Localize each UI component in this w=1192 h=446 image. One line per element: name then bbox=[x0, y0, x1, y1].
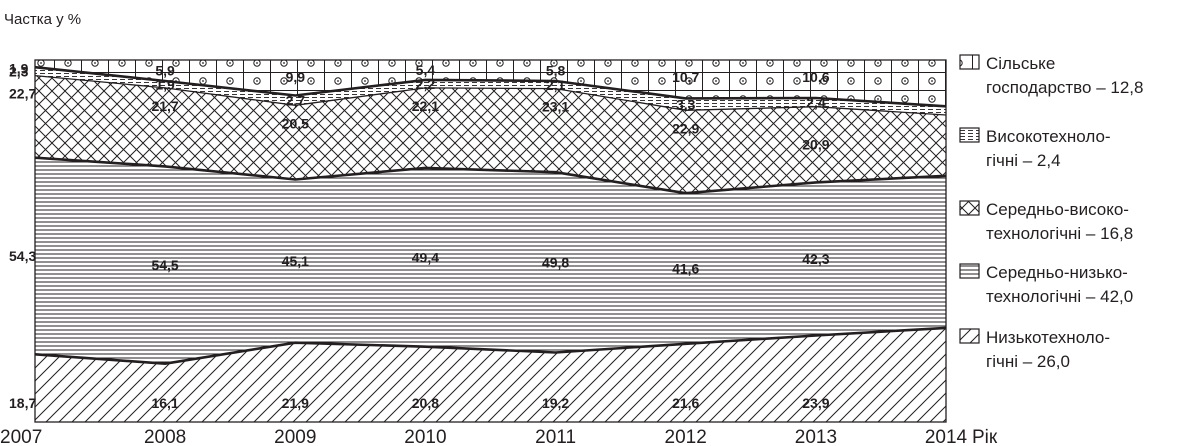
x-tick-2013: 2013 bbox=[795, 427, 837, 446]
legend-label-medhigh: Середньо-високо- bbox=[986, 200, 1129, 219]
data-label-agri-2013: 10,6 bbox=[802, 69, 829, 85]
data-label-medhigh-2007: 22,7 bbox=[9, 86, 36, 102]
data-label-agri-2012: 10,7 bbox=[672, 69, 699, 85]
x-axis-unit: Рік bbox=[972, 427, 998, 446]
data-label-high-2007: 2,3 bbox=[9, 63, 29, 79]
data-label-medlow-2009: 45,1 bbox=[282, 253, 309, 269]
data-label-medhigh-2013: 20,9 bbox=[802, 137, 829, 153]
data-label-agri-2008: 5,9 bbox=[155, 62, 175, 78]
plot-frame bbox=[34, 59, 947, 423]
x-tick-2014: 2014 bbox=[925, 427, 968, 446]
area-high bbox=[35, 67, 946, 115]
data-label-high-2013: 2,4 bbox=[806, 94, 826, 110]
boundary-medlow bbox=[34, 156, 947, 195]
data-label-low-2010: 20,8 bbox=[412, 395, 439, 411]
data-label-high-2010: 2,2 bbox=[416, 76, 436, 92]
area-low bbox=[35, 327, 946, 422]
data-label-medlow-2008: 54,5 bbox=[151, 257, 178, 273]
x-tick-2010: 2010 bbox=[404, 427, 446, 446]
data-label-medhigh-2009: 20,5 bbox=[282, 115, 309, 131]
data-label-agri-2010: 5,4 bbox=[416, 62, 436, 78]
data-label-high-2012: 3,3 bbox=[676, 96, 696, 112]
legend-swatch-low bbox=[959, 328, 980, 344]
legend-item-low: Низькотехноло-гічні – 26,0 bbox=[959, 328, 1110, 371]
legend-item-high: Високотехноло-гічні – 2,4 bbox=[959, 127, 1111, 170]
legend-label-low: гічні – 26,0 bbox=[986, 352, 1070, 371]
legend-label-low: Низькотехноло- bbox=[986, 328, 1110, 347]
data-label-agri-2011: 5,8 bbox=[546, 63, 566, 79]
legend-swatch-high bbox=[959, 127, 980, 143]
legend-label-medhigh: технологічні – 16,8 bbox=[986, 224, 1133, 243]
boundary-low bbox=[34, 326, 947, 366]
x-tick-2007: 2007 bbox=[0, 427, 42, 446]
legend-label-high: гічні – 2,4 bbox=[986, 151, 1061, 170]
boundary-medhigh bbox=[34, 74, 947, 116]
x-tick-2008: 2008 bbox=[144, 427, 186, 446]
legend-swatch-medhigh bbox=[959, 200, 980, 216]
legend-item-medhigh: Середньо-високо-технологічні – 16,8 bbox=[959, 200, 1133, 243]
data-label-medhigh-2010: 22,1 bbox=[412, 98, 439, 114]
data-label-low-2011: 19,2 bbox=[542, 395, 569, 411]
x-tick-2011: 2011 bbox=[535, 427, 576, 446]
legend-item-medlow: Середньо-низько-технологічні – 42,0 bbox=[959, 263, 1133, 306]
data-label-medlow-2010: 49,4 bbox=[412, 249, 439, 265]
legend: Сільське господарство – 12,8 Високотехноло… bbox=[959, 54, 1143, 371]
legend-item-agri: Сільське господарство – 12,8 bbox=[959, 54, 1143, 97]
data-labels: 18,7 16,1 21,9 20,8 19,2 21,6 23,9 54,3 54,5 45,1… bbox=[9, 60, 830, 411]
legend-label-agri: господарство – 12,8 bbox=[986, 78, 1143, 97]
data-label-medhigh-2012: 22,9 bbox=[672, 120, 699, 136]
data-label-medlow-2012: 41,6 bbox=[672, 261, 699, 277]
data-label-low-2009: 21,9 bbox=[282, 395, 309, 411]
legend-label-medlow: Середньо-низько- bbox=[986, 263, 1128, 282]
data-label-medhigh-2008: 21,7 bbox=[151, 98, 178, 114]
data-label-high-2011: 2,1 bbox=[546, 77, 566, 93]
data-label-medlow-2011: 49,8 bbox=[542, 254, 569, 270]
data-label-medhigh-2011: 23,1 bbox=[542, 99, 569, 115]
legend-swatch-medlow bbox=[959, 263, 980, 279]
legend-label-high: Високотехноло- bbox=[986, 127, 1111, 146]
area-agri bbox=[35, 59, 946, 107]
data-label-low-2012: 21,6 bbox=[672, 395, 699, 411]
x-tick-2009: 2009 bbox=[274, 427, 316, 446]
data-label-low-2008: 16,1 bbox=[151, 395, 178, 411]
legend-label-agri: Сільське bbox=[986, 54, 1055, 73]
legend-swatch-agri bbox=[959, 54, 980, 70]
data-label-high-2008: 1,9 bbox=[155, 76, 175, 92]
data-label-low-2007: 18,7 bbox=[9, 395, 36, 411]
area-boundaries bbox=[34, 65, 947, 366]
area-medlow bbox=[35, 157, 946, 364]
data-label-medlow-2013: 42,3 bbox=[802, 251, 829, 267]
y-axis-label: Частка у % bbox=[4, 11, 81, 28]
data-label-agri-2007: 1,9 bbox=[9, 60, 29, 76]
boundary-high bbox=[34, 65, 947, 108]
data-label-high-2009: 2,7 bbox=[286, 92, 306, 108]
x-axis-ticks: 2007 2008 2009 2010 2011 2012 2013 2014 bbox=[0, 427, 968, 446]
data-label-medlow-2007: 54,3 bbox=[9, 248, 36, 264]
legend-label-medlow: технологічні – 42,0 bbox=[986, 287, 1133, 306]
data-label-low-2013: 23,9 bbox=[802, 395, 829, 411]
area-layers bbox=[35, 59, 946, 422]
data-label-agri-2009: 9,9 bbox=[286, 69, 306, 85]
x-tick-2012: 2012 bbox=[665, 427, 707, 446]
area-medhigh bbox=[35, 75, 946, 194]
